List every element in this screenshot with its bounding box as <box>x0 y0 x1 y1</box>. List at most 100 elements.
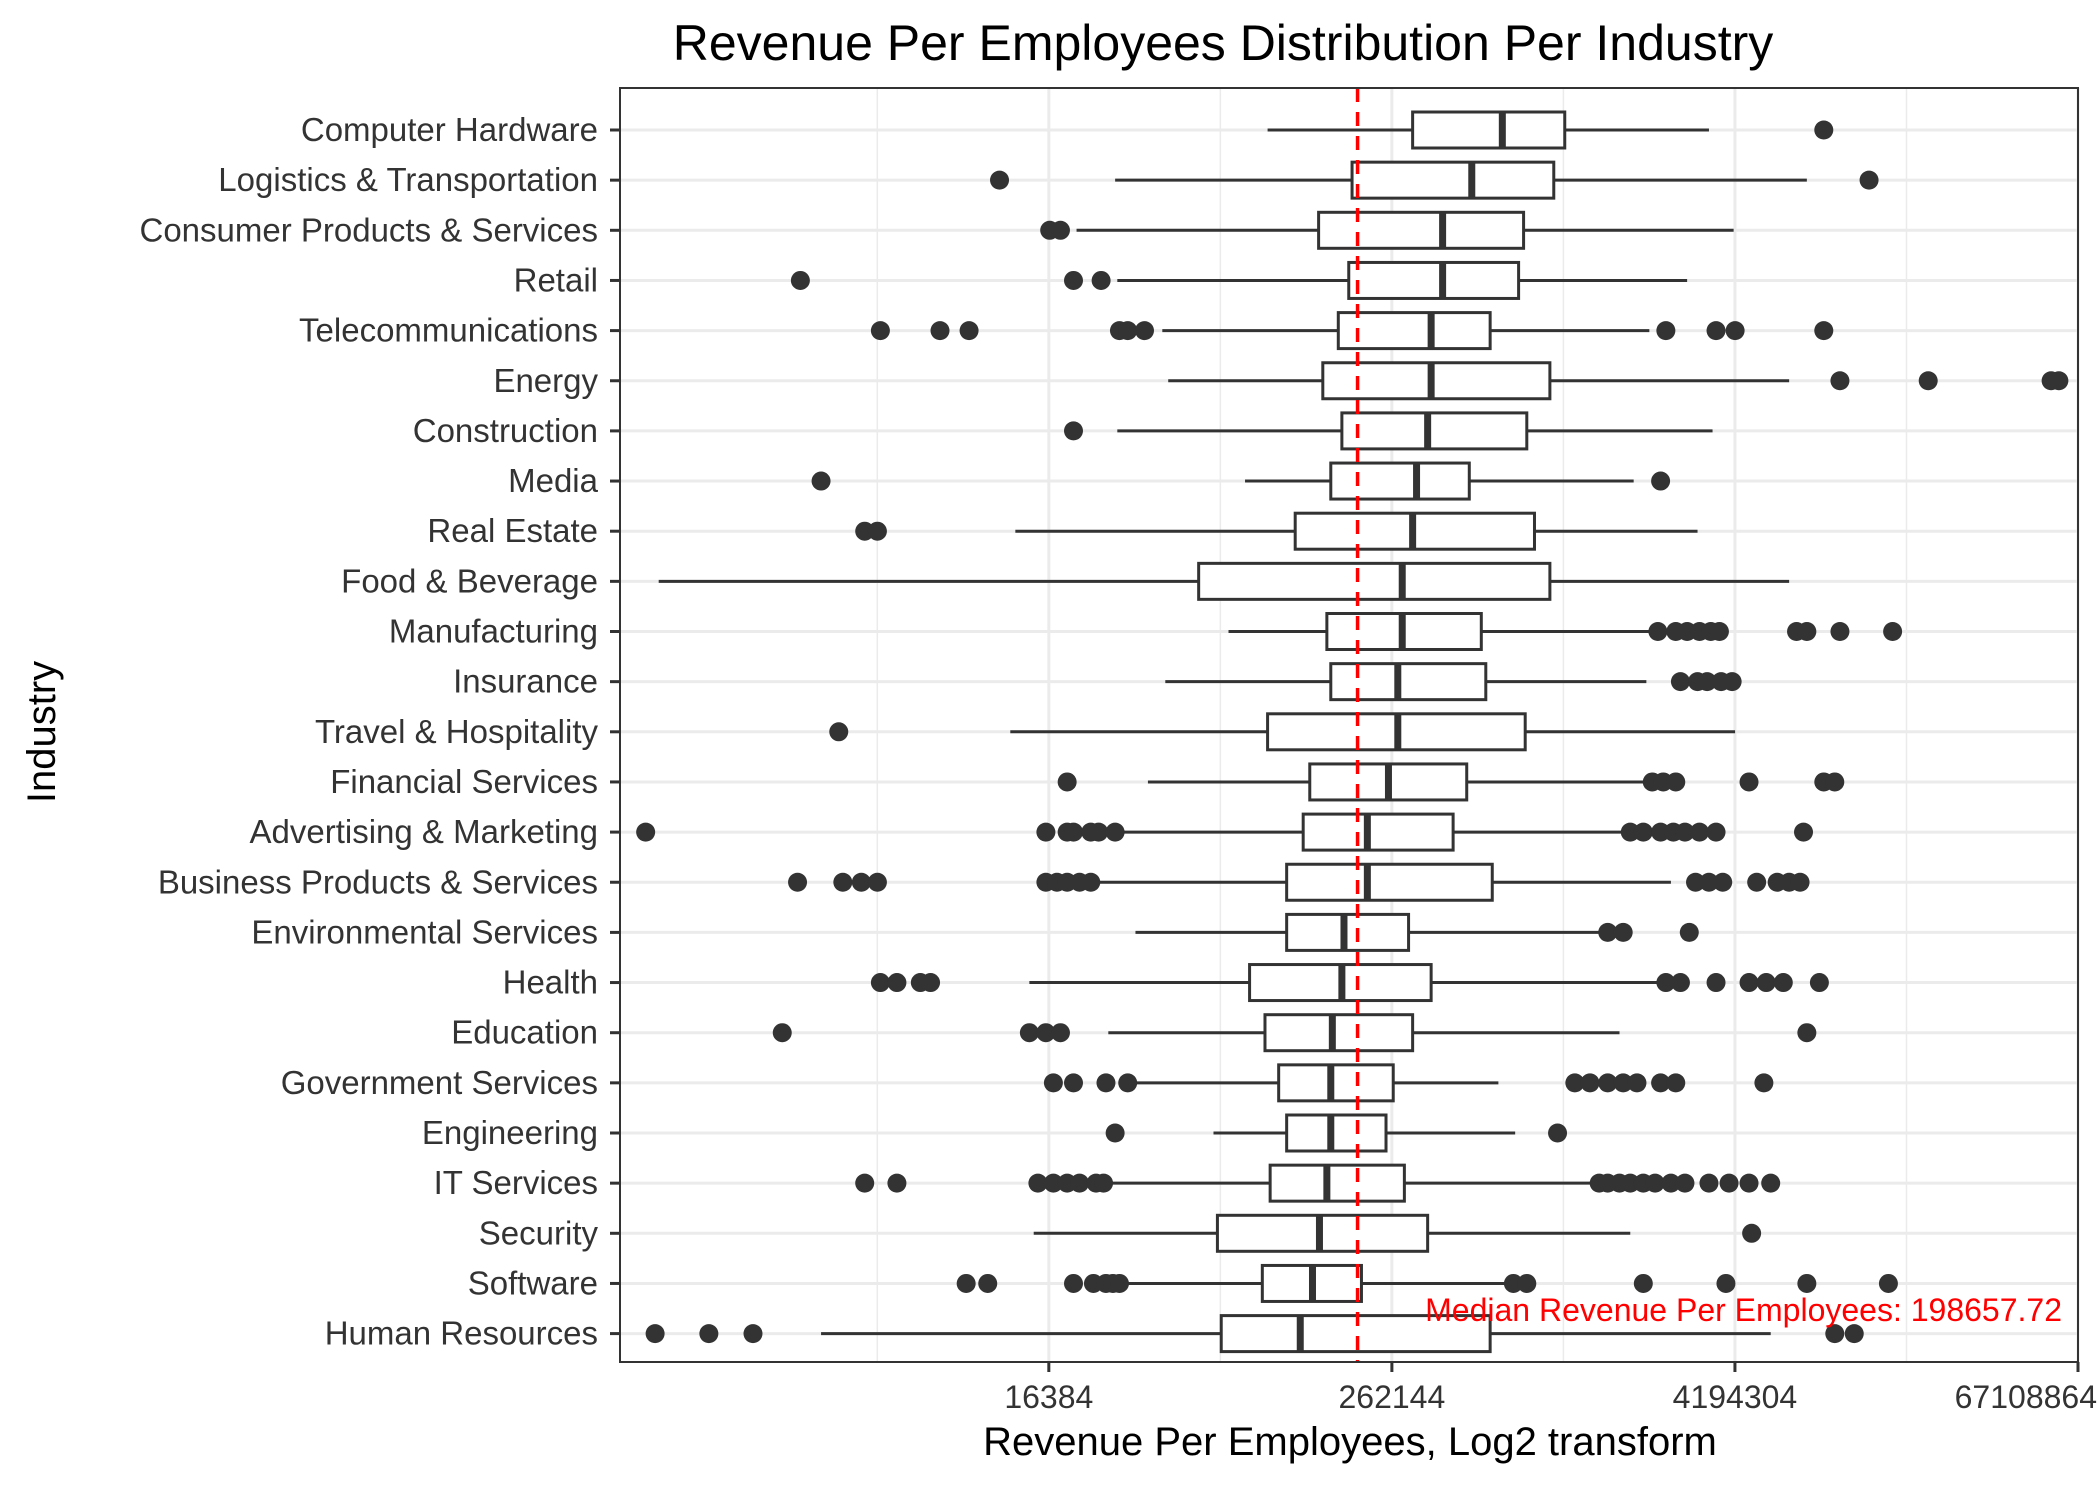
iqr-box <box>1285 912 1411 952</box>
outlier-point <box>1679 922 1699 942</box>
outlier-point <box>851 872 871 892</box>
outlier-point <box>1716 1273 1736 1293</box>
outlier-point <box>1697 672 1717 692</box>
outlier-point <box>1070 1173 1090 1193</box>
outlier-point <box>811 471 831 491</box>
iqr-box <box>1411 110 1567 150</box>
y-tick-label: Government Services <box>281 1064 598 1101</box>
outlier-point <box>1794 822 1814 842</box>
outlier-point <box>1063 1273 1083 1293</box>
box-construction <box>1063 411 1713 451</box>
box-energy <box>1168 361 2069 401</box>
y-tick-label: Computer Hardware <box>301 111 598 148</box>
outlier-point <box>1666 1073 1686 1093</box>
outlier-point <box>1699 872 1719 892</box>
outlier-point <box>1756 973 1776 993</box>
box-health <box>870 963 1829 1003</box>
x-tick-label: 4194304 <box>1673 1379 1798 1415</box>
outlier-point <box>1118 321 1138 341</box>
box-education <box>772 1013 1817 1053</box>
outlier-point <box>1719 1173 1739 1193</box>
outlier-point <box>1633 822 1653 842</box>
iqr-box <box>1329 461 1471 501</box>
outlier-point <box>1651 471 1671 491</box>
outlier-point <box>1773 973 1793 993</box>
outlier-point <box>1063 421 1083 441</box>
outlier-point <box>1814 321 1834 341</box>
outlier-point <box>1503 1273 1523 1293</box>
y-tick-label: Construction <box>413 412 598 449</box>
outlier-point <box>1797 622 1817 641</box>
outlier-point <box>1830 371 1850 391</box>
outlier-point <box>699 1324 719 1344</box>
outlier-point <box>1722 672 1742 692</box>
outlier-point <box>1761 1173 1781 1193</box>
iqr-box <box>1277 1063 1395 1103</box>
box-travel-hospitality <box>829 712 1736 752</box>
outlier-point <box>1043 1073 1063 1093</box>
outlier-point <box>1797 1023 1817 1043</box>
outlier-point <box>855 1173 875 1193</box>
outlier-point <box>1706 973 1726 993</box>
y-tick-label: Energy <box>493 362 598 399</box>
y-tick-label: Education <box>451 1014 598 1051</box>
outlier-point <box>1057 772 1077 792</box>
outlier-point <box>790 270 810 290</box>
iqr-box <box>1317 210 1526 250</box>
outlier-point <box>1050 220 1070 240</box>
outlier-point <box>1686 872 1706 892</box>
outlier-point <box>645 1324 665 1344</box>
outlier-point <box>1814 120 1834 140</box>
outlier-point <box>1613 922 1633 942</box>
outlier-point <box>1656 973 1676 993</box>
iqr-box <box>1347 260 1521 300</box>
box-environmental-services <box>1135 912 1699 952</box>
outlier-point <box>743 1324 763 1344</box>
box-series <box>636 110 2069 1354</box>
outlier-point <box>1517 1273 1537 1293</box>
iqr-box <box>1263 1013 1415 1053</box>
y-tick-label: Media <box>508 462 599 499</box>
outlier-point <box>1620 822 1640 842</box>
outlier-point <box>1598 1073 1618 1093</box>
box-logistics-transportation <box>990 160 1879 200</box>
box-business-products-services <box>788 862 1810 902</box>
outlier-point <box>1036 822 1056 842</box>
box-engineering <box>1105 1113 1568 1153</box>
box-telecommunications <box>870 311 1834 351</box>
outlier-point <box>1739 1173 1759 1193</box>
outlier-point <box>1747 872 1767 892</box>
median-annotation: Median Revenue Per Employees: 198657.72 <box>1425 1292 2062 1328</box>
y-tick-label: Business Products & Services <box>158 863 598 900</box>
outlier-point <box>1598 922 1618 942</box>
outlier-point <box>1797 1273 1817 1293</box>
box-computer-hardware <box>1267 110 1834 150</box>
chart-title: Revenue Per Employees Distribution Per I… <box>673 15 1774 71</box>
y-tick-label: Advertising & Marketing <box>250 813 598 850</box>
outlier-point <box>1091 270 1111 290</box>
outlier-point <box>1134 321 1154 341</box>
outlier-point <box>1883 622 1903 641</box>
outlier-point <box>1096 1073 1116 1093</box>
outlier-point <box>1690 822 1710 842</box>
outlier-point <box>1670 973 1690 993</box>
iqr-box <box>1285 862 1494 902</box>
outlier-point <box>1809 973 1829 993</box>
box-food-beverage <box>658 561 1790 601</box>
y-tick-label: Manufacturing <box>389 613 598 650</box>
outlier-point <box>870 973 890 993</box>
outlier-point <box>1613 1073 1633 1093</box>
box-advertising-marketing <box>636 812 1814 852</box>
box-media <box>811 461 1671 501</box>
outlier-point <box>1109 1273 1129 1293</box>
outlier-point <box>1706 822 1726 842</box>
outlier-point <box>1063 822 1083 842</box>
y-axis-title: Industry <box>20 661 64 803</box>
outlier-point <box>867 872 887 892</box>
outlier-point <box>1825 1324 1845 1344</box>
x-tick-label: 67108864 <box>1955 1379 2097 1415</box>
outlier-point <box>978 1273 998 1293</box>
y-tick-label: Health <box>503 964 598 1001</box>
iqr-box <box>1336 311 1492 351</box>
y-tick-label: Logistics & Transportation <box>218 161 598 198</box>
